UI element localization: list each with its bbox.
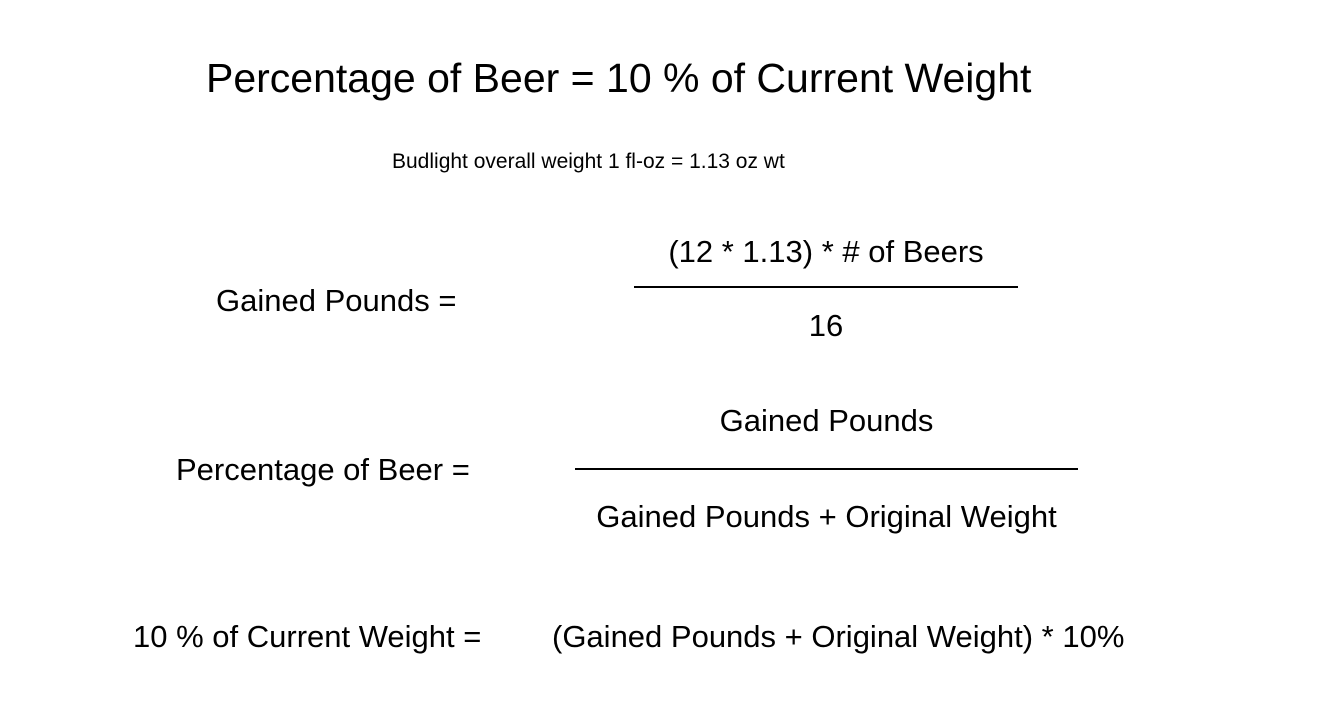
subtitle-note: Budlight overall weight 1 fl-oz = 1.13 o…	[392, 150, 785, 173]
percentage-of-beer-numerator: Gained Pounds	[719, 403, 934, 438]
ten-percent-label: 10 % of Current Weight =	[133, 619, 482, 654]
percentage-of-beer-label: Percentage of Beer =	[176, 452, 470, 487]
percentage-of-beer-fraction-bar	[575, 468, 1078, 470]
gained-pounds-fraction-bar	[634, 286, 1018, 288]
page-title: Percentage of Beer = 10 % of Current Wei…	[206, 55, 1032, 101]
ten-percent-expression: (Gained Pounds + Original Weight) * 10%	[552, 619, 1125, 654]
gained-pounds-numerator: (12 * 1.13) * # of Beers	[668, 234, 984, 269]
gained-pounds-label: Gained Pounds =	[216, 283, 457, 318]
gained-pounds-denominator: 16	[808, 308, 844, 343]
percentage-of-beer-denominator: Gained Pounds + Original Weight	[596, 499, 1057, 534]
